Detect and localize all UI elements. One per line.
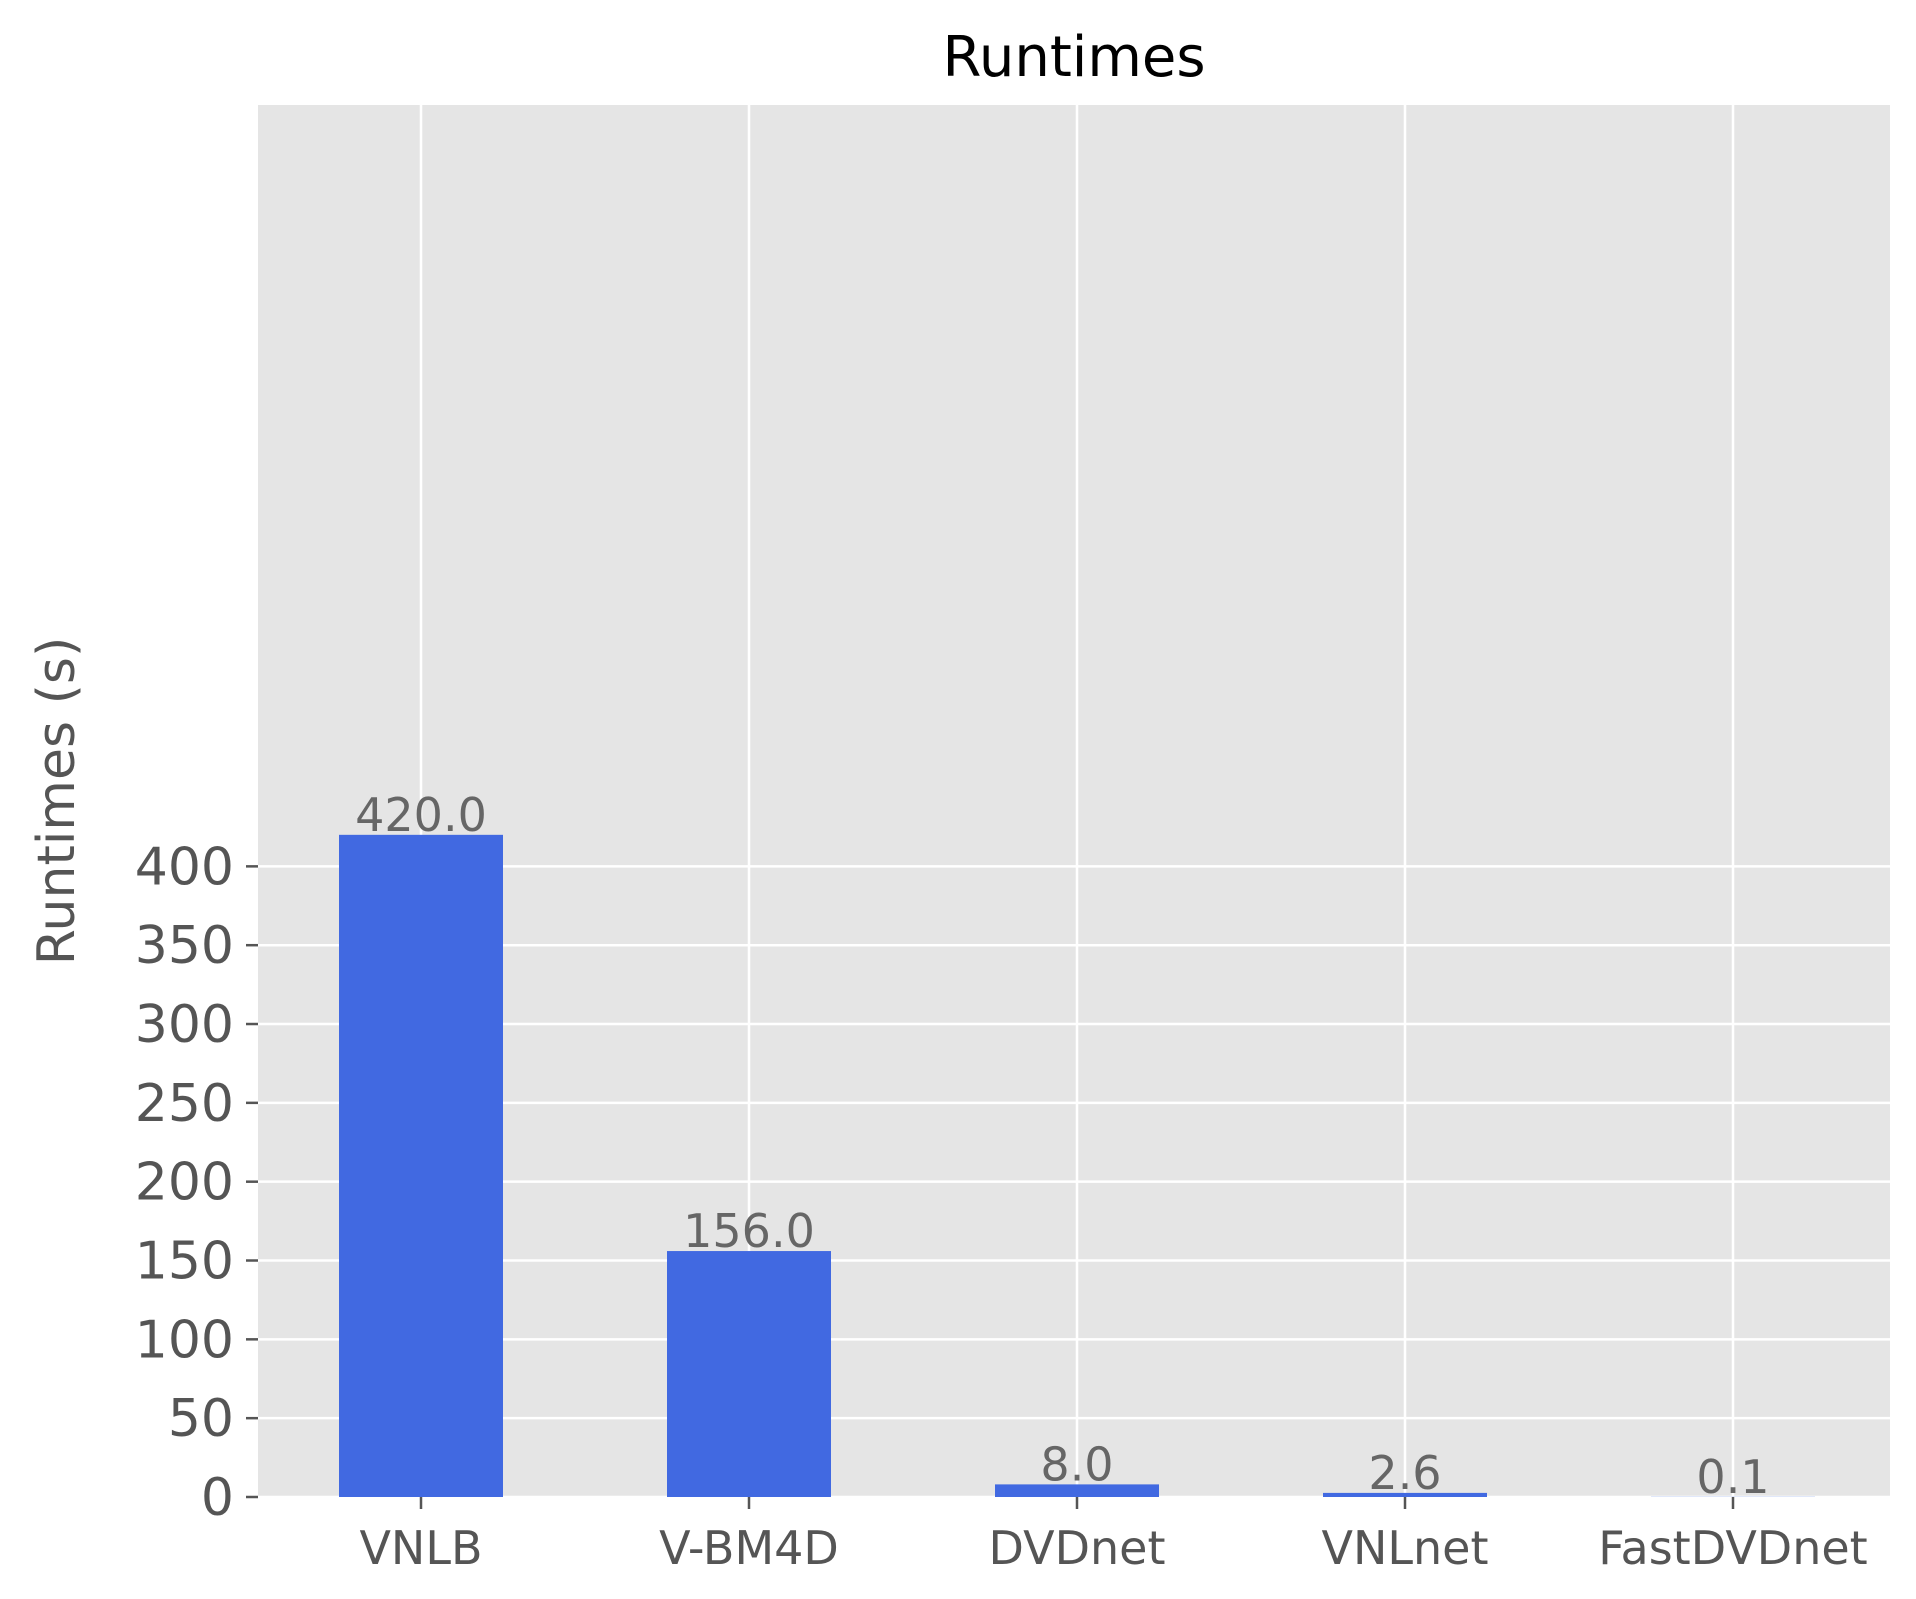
bar-vnlb [339,834,503,1497]
bar-vnlnet [1323,1492,1487,1497]
x-tick-label: DVDnet [989,1521,1166,1575]
value-label: 156.0 [683,1204,815,1258]
y-tick-label: 300 [135,995,234,1055]
x-tick-label: V-BM4D [659,1521,839,1575]
x-tick-label: VNLnet [1322,1521,1489,1575]
x-axis: VNLB V-BM4D DVDnet VNLnet FastDVDnet [359,1497,1868,1575]
y-tick-label: 350 [135,916,234,976]
value-label: 420.0 [355,788,487,842]
y-tick-label: 250 [135,1074,234,1134]
value-label: 0.1 [1696,1450,1769,1504]
bar-dvdnet [995,1484,1159,1497]
y-tick-label: 150 [135,1232,234,1292]
value-label: 2.6 [1368,1446,1441,1500]
y-tick-label: 100 [135,1310,234,1370]
value-labels: 420.0 156.0 8.0 2.6 0.1 [355,788,1769,1504]
chart-title: Runtimes [942,25,1205,90]
y-tick-label: 0 [201,1468,234,1528]
x-tick-label: FastDVDnet [1598,1521,1867,1575]
y-tick-label: 200 [135,1153,234,1213]
value-label: 8.0 [1040,1437,1113,1491]
y-axis-label: Runtimes (s) [27,637,87,965]
y-tick-label: 400 [135,837,234,897]
plot-area [258,105,1890,1497]
bar-v-bm4d [667,1251,831,1497]
y-tick-label: 50 [168,1389,234,1449]
y-axis: 0 50 100 150 200 250 300 350 400 [135,837,258,1528]
bars [339,834,1815,1497]
x-tick-label: VNLB [359,1521,482,1575]
